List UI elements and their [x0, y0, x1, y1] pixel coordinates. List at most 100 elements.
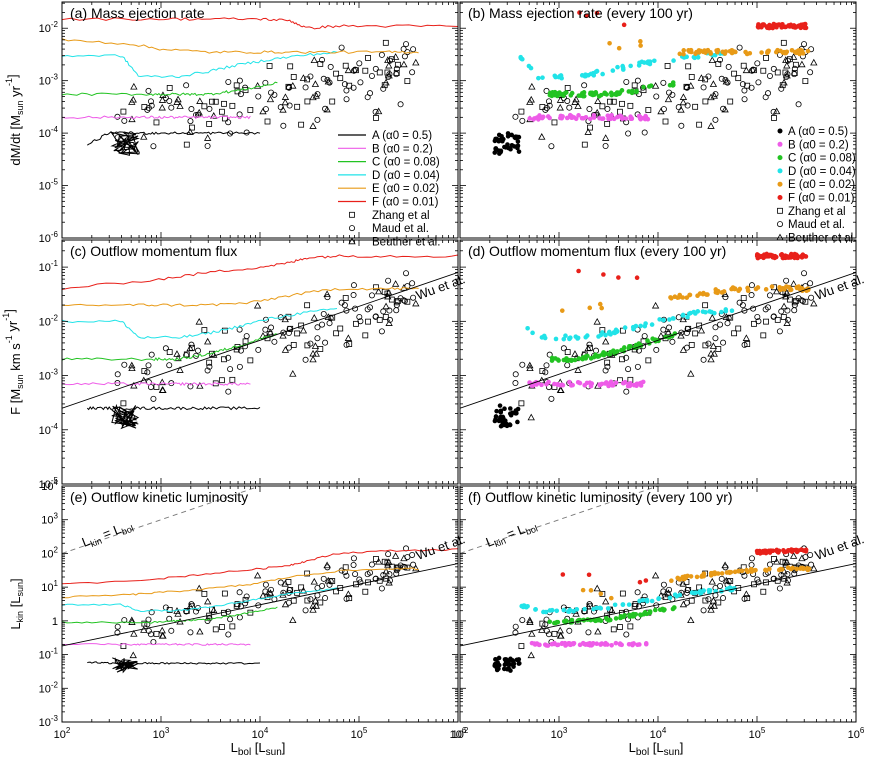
obs-point-circle	[144, 369, 151, 376]
model-point-d	[543, 609, 549, 615]
obs-point-triangle	[204, 337, 212, 345]
obs-point-circle	[808, 294, 815, 301]
obs-point-triangle	[679, 98, 687, 106]
obs-point-square	[394, 61, 401, 68]
obs-point-circle	[542, 106, 549, 113]
obs-point-circle	[717, 583, 724, 590]
model-point-a	[503, 145, 509, 150]
obs-point-square	[627, 102, 634, 109]
model-point-f	[800, 23, 806, 29]
obs-point-square	[604, 359, 611, 366]
obs-point-circle	[783, 277, 790, 284]
obs-point-square	[189, 344, 195, 351]
obs-point-circle	[795, 101, 802, 108]
panel-plot-area	[460, 486, 856, 673]
obs-point-triangle	[707, 602, 715, 609]
obs-point-square	[212, 626, 219, 633]
obs-point-square	[382, 39, 389, 46]
model-point-c	[589, 90, 595, 96]
model-point-b	[541, 114, 546, 120]
obs-point-triangle	[412, 58, 420, 66]
obs-point-circle	[378, 328, 385, 335]
y-tick-label: 1	[52, 616, 58, 628]
obs-point-circle	[705, 596, 712, 603]
obs-point-triangle	[742, 66, 751, 74]
panel-title: (d) Outflow momentum flux (every 100 yr)	[468, 243, 726, 259]
y-tick-label: 10-2	[39, 680, 59, 695]
obs-point-square	[702, 76, 709, 83]
obs-point-circle	[543, 362, 550, 369]
obs-point-triangle	[664, 589, 673, 596]
model-curve-a	[87, 131, 261, 146]
obs-point-triangle	[722, 77, 730, 85]
model-point-d	[680, 312, 686, 318]
model-point-e	[749, 569, 754, 574]
obs-point-circle	[187, 383, 194, 390]
model-point-b	[565, 642, 570, 647]
model-point-a	[507, 406, 513, 411]
model-point-a	[498, 148, 504, 154]
obs-point-circle	[807, 280, 814, 287]
model-point-f	[764, 252, 770, 258]
obs-point-triangle	[651, 571, 660, 579]
obs-point-triangle	[651, 301, 660, 309]
model-point-b	[539, 382, 544, 388]
obs-point-triangle	[210, 351, 218, 358]
model-point-b	[594, 641, 600, 647]
model-point-a	[494, 408, 499, 414]
obs-point-triangle	[382, 78, 390, 86]
obs-point-square	[744, 595, 751, 602]
obs-point-triangle	[176, 102, 184, 109]
obs-point-circle	[397, 295, 404, 302]
legend-a: A (α0 = 0.5)B (α0 = 0.2) C (α0 = 0.08)D (…	[338, 130, 440, 248]
model-point-c	[613, 616, 619, 621]
obs-point-square	[233, 82, 240, 89]
obs-point-circle	[148, 351, 155, 358]
obs-point-circle	[717, 321, 724, 328]
obs-point-square	[645, 107, 652, 113]
obs-point-triangle	[204, 134, 212, 141]
obs-point-circle	[307, 340, 314, 347]
model-point-e	[799, 286, 805, 291]
obs-point-square	[337, 75, 344, 82]
model-point-b	[627, 383, 632, 389]
obs-point-triangle	[557, 632, 565, 639]
obs-point-circle	[187, 629, 194, 636]
obs-point-square	[692, 330, 699, 337]
obs-point-circle	[542, 369, 549, 376]
obs-point-circle	[302, 607, 309, 614]
model-point-e	[780, 285, 786, 291]
obs-point-circle	[322, 339, 329, 346]
obs-point-square	[337, 325, 344, 332]
model-point-c	[646, 84, 652, 89]
panel-plot-area	[62, 254, 458, 430]
model-point-e	[785, 565, 791, 570]
obs-point-triangle	[324, 576, 332, 584]
obs-point-square	[219, 377, 225, 384]
model-point-e	[800, 51, 806, 56]
model-point-f	[773, 254, 779, 260]
model-point-a	[493, 146, 499, 151]
obs-point-circle	[338, 299, 345, 306]
obs-point-square	[631, 602, 638, 609]
obs-point-triangle	[780, 78, 788, 86]
model-point-b	[571, 640, 577, 646]
obs-point-triangle	[391, 53, 400, 60]
obs-point-triangle	[810, 299, 818, 307]
model-point-d	[615, 64, 620, 70]
obs-point-circle	[801, 270, 808, 277]
obs-point-circle	[684, 587, 691, 594]
obs-point-circle	[350, 67, 357, 74]
obs-point-triangle	[709, 596, 718, 604]
obs-point-circle	[754, 576, 761, 583]
obs-point-square	[688, 342, 695, 348]
model-point-e	[682, 574, 688, 580]
obs-point-square	[219, 108, 225, 115]
obs-point-circle	[327, 578, 334, 585]
obs-point-circle	[378, 51, 385, 58]
model-point-f	[601, 272, 606, 277]
model-point-c	[576, 356, 582, 361]
x-tick-label: 105	[749, 726, 766, 741]
model-point-a	[515, 139, 521, 144]
obs-point-triangle	[528, 82, 536, 90]
